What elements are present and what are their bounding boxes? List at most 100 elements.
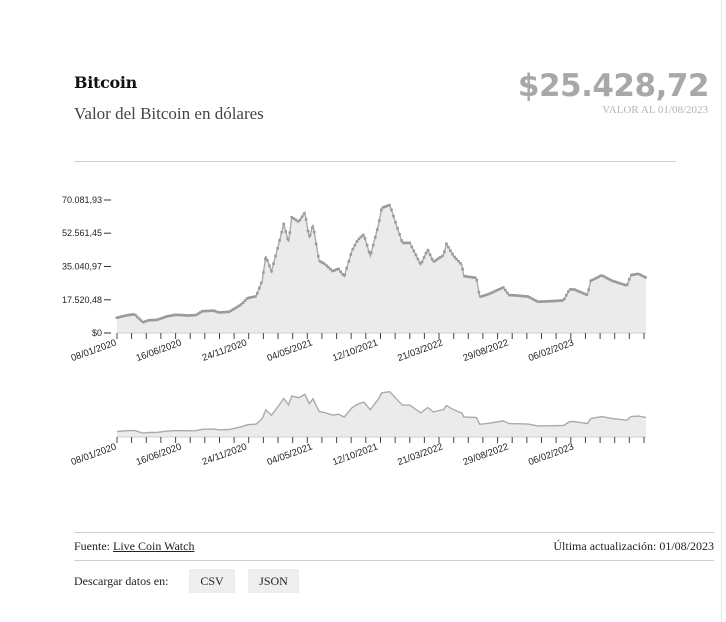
chart-subtitle: Valor del Bitcoin en dólares xyxy=(74,104,264,123)
data-point xyxy=(575,289,578,292)
data-point xyxy=(207,309,210,313)
data-point xyxy=(621,283,625,286)
data-point xyxy=(264,257,267,261)
data-point xyxy=(319,260,322,263)
data-point xyxy=(221,310,224,314)
x-tick-label: 21/03/2022 xyxy=(396,441,444,468)
data-point xyxy=(457,260,460,263)
data-point xyxy=(373,236,377,239)
data-point xyxy=(127,313,131,317)
data-point xyxy=(298,218,302,222)
data-point xyxy=(312,230,316,234)
data-point xyxy=(294,218,298,222)
data-point xyxy=(195,313,198,317)
data-point xyxy=(556,299,560,302)
data-point xyxy=(382,206,385,209)
data-point xyxy=(310,226,314,230)
x-tick-label: 16/06/2020 xyxy=(135,337,183,364)
data-point xyxy=(644,276,647,279)
data-point xyxy=(253,295,257,298)
data-point xyxy=(190,314,194,317)
data-point xyxy=(526,295,529,298)
data-point xyxy=(166,314,170,318)
data-point xyxy=(571,288,574,291)
data-point xyxy=(156,318,159,321)
data-point xyxy=(347,260,351,263)
data-point xyxy=(642,275,645,278)
data-point xyxy=(229,309,233,313)
data-point xyxy=(178,313,182,317)
right-edge-divider xyxy=(721,0,722,622)
data-point xyxy=(447,245,450,249)
data-point xyxy=(296,220,300,223)
data-point xyxy=(491,290,495,294)
data-point xyxy=(132,313,135,316)
data-point xyxy=(363,237,367,240)
data-point xyxy=(170,314,174,317)
data-point xyxy=(451,252,454,256)
data-point xyxy=(201,309,204,313)
data-point xyxy=(459,262,462,265)
data-point xyxy=(485,293,489,296)
data-point xyxy=(489,291,493,295)
data-point xyxy=(129,313,133,316)
data-point xyxy=(418,261,422,265)
data-point xyxy=(624,283,627,287)
data-point xyxy=(497,288,501,291)
data-point xyxy=(400,239,403,242)
data-point xyxy=(502,286,505,289)
data-point xyxy=(613,280,617,283)
data-point xyxy=(239,303,243,306)
data-point xyxy=(268,264,271,268)
data-point xyxy=(495,288,499,292)
data-point xyxy=(176,313,180,317)
data-point xyxy=(359,235,363,239)
data-point xyxy=(323,262,326,265)
data-point xyxy=(463,274,466,278)
data-point xyxy=(282,222,285,226)
download-csv-button[interactable]: CSV xyxy=(189,569,235,593)
data-point xyxy=(607,277,611,281)
y-tick-label: 17.520,48 xyxy=(62,295,102,305)
data-point xyxy=(404,241,407,245)
last-updated: Última actualización: 01/08/2023 xyxy=(553,539,714,553)
data-point xyxy=(579,290,582,294)
data-point xyxy=(278,239,281,242)
data-point xyxy=(150,318,153,322)
data-point xyxy=(522,294,525,298)
data-point xyxy=(593,277,597,281)
data-point xyxy=(331,269,334,273)
data-point xyxy=(605,276,609,280)
download-label: Descargar datos en: xyxy=(74,574,169,588)
data-point xyxy=(288,231,292,234)
data-point xyxy=(479,295,483,298)
data-point xyxy=(560,299,564,302)
series-line xyxy=(116,390,647,434)
data-point xyxy=(215,310,218,313)
data-point xyxy=(638,273,641,276)
data-point xyxy=(219,311,222,314)
data-point xyxy=(337,267,340,271)
overview-brush-chart[interactable]: 08/01/2020 16/06/2020 24/11/2020 04/05/2021… xyxy=(70,390,647,468)
data-point xyxy=(274,254,277,258)
data-point xyxy=(355,240,359,243)
data-point xyxy=(487,292,491,296)
data-point xyxy=(630,273,633,277)
data-point xyxy=(314,242,318,246)
source-link[interactable]: Live Coin Watch xyxy=(113,539,195,553)
data-point xyxy=(439,256,442,259)
data-point xyxy=(152,318,155,322)
data-point xyxy=(266,259,269,262)
data-point xyxy=(260,281,263,285)
data-point xyxy=(125,313,129,317)
data-point xyxy=(512,294,515,297)
data-point xyxy=(493,289,497,293)
x-tick-label: 16/06/2020 xyxy=(135,441,183,468)
data-point xyxy=(430,257,434,261)
data-point xyxy=(276,247,279,250)
download-json-button[interactable]: JSON xyxy=(248,569,299,593)
data-point xyxy=(516,294,519,297)
data-point xyxy=(432,260,436,263)
data-point xyxy=(203,309,206,313)
data-point xyxy=(563,297,566,301)
